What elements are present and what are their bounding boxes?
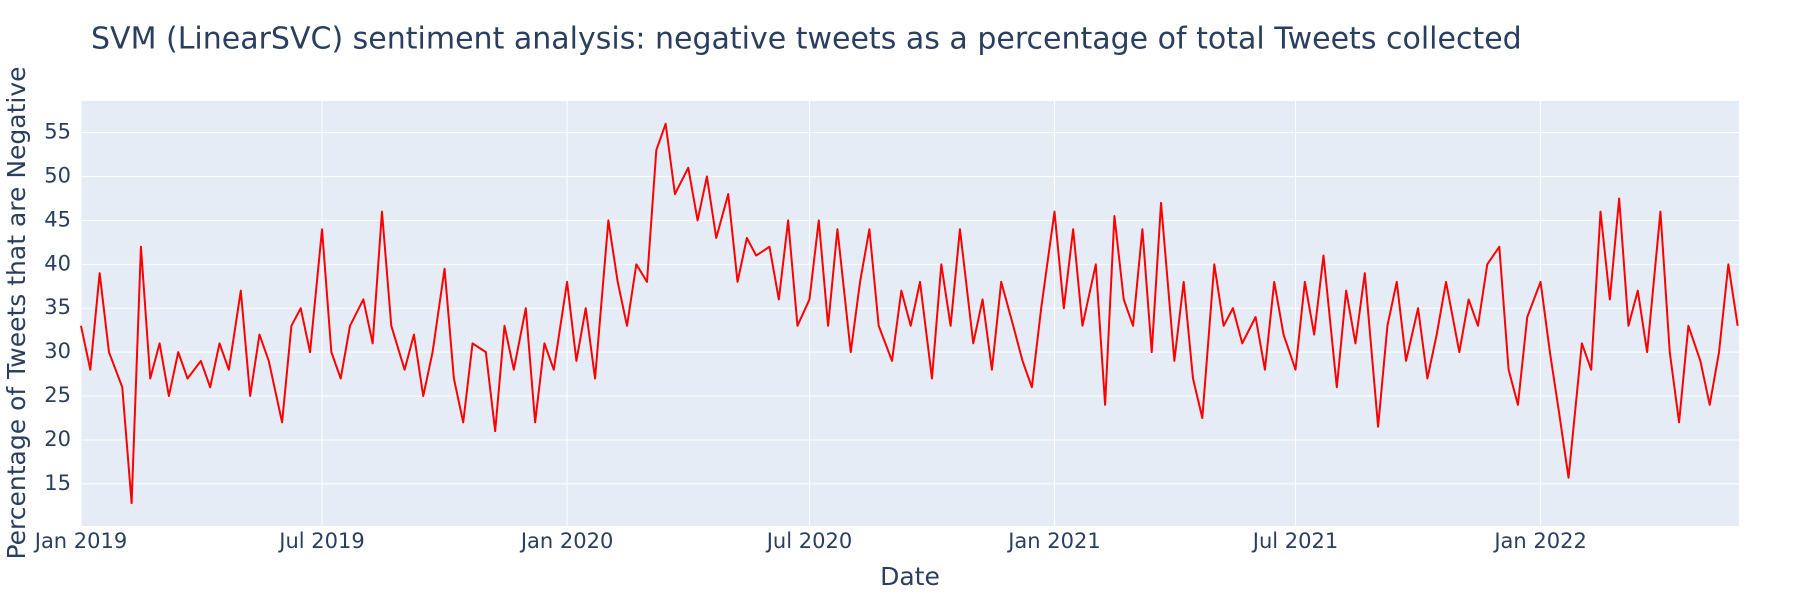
x-tick-label: Jan 2019 xyxy=(33,529,128,553)
x-tick-label: Jul 2020 xyxy=(765,529,852,553)
chart-title: SVM (LinearSVC) sentiment analysis: nega… xyxy=(91,22,1522,57)
y-tick-label: 15 xyxy=(44,471,71,495)
y-tick-label: 20 xyxy=(44,427,71,451)
y-tick-label: 35 xyxy=(44,295,71,319)
y-axis-title: Percentage of Tweets that are Negative xyxy=(2,66,31,559)
y-tick-label: 30 xyxy=(44,339,71,363)
x-tick-label: Jan 2022 xyxy=(1492,529,1587,553)
y-tick-label: 55 xyxy=(44,120,71,144)
data-line xyxy=(80,122,1739,505)
plot-area xyxy=(81,101,1739,526)
y-tick-label: 45 xyxy=(44,207,71,231)
y-tick-label: 25 xyxy=(44,383,71,407)
y-tick-label: 40 xyxy=(44,251,71,275)
y-tick-label: 50 xyxy=(44,164,71,188)
x-axis-title: Date xyxy=(880,562,940,591)
x-tick-label: Jul 2019 xyxy=(277,529,364,553)
x-tick-label: Jul 2021 xyxy=(1251,529,1338,553)
x-tick-label: Jan 2020 xyxy=(519,529,614,553)
x-tick-label: Jan 2021 xyxy=(1006,529,1101,553)
